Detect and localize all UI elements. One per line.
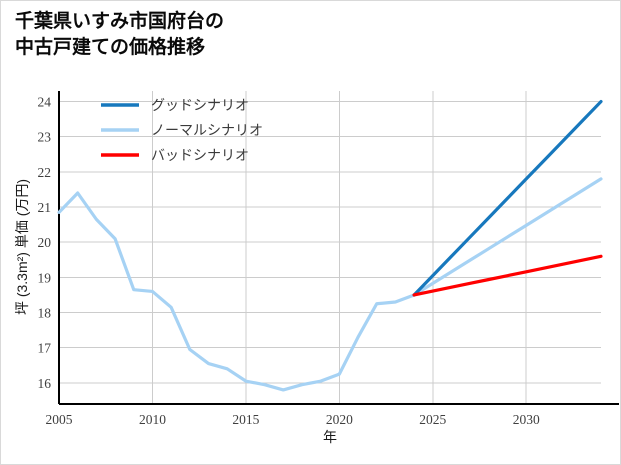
legend-label-2: バッドシナリオ (151, 149, 249, 164)
series-line-ノーマルシナリオ (57, 177, 603, 392)
y-tick-label: 17 (38, 341, 52, 356)
x-tick-label: 2005 (46, 412, 73, 427)
page-title: 千葉県いすみ市国府台の 中古戸建ての価格推移 (15, 11, 225, 58)
series-line-バッドシナリオ (412, 254, 603, 297)
y-axis-tick-labels: 16 17 18 19 20 21 22 23 24 (38, 95, 52, 391)
x-tick-label: 2025 (419, 412, 446, 427)
y-tick-label: 21 (38, 200, 52, 215)
y-tick-label: 22 (38, 165, 52, 180)
series-line-グッドシナリオ (412, 99, 603, 297)
x-tick-label: 2015 (232, 412, 259, 427)
y-tick-label: 16 (38, 376, 52, 391)
data-series (57, 99, 603, 392)
y-tick-label: 20 (38, 235, 52, 250)
y-tick-label: 24 (38, 95, 52, 110)
y-axis-title: 坪 (3.3m²) 単価 (万円) (14, 179, 30, 315)
x-tick-label: 2010 (139, 412, 166, 427)
x-tick-label: 2020 (326, 412, 353, 427)
y-tick-label: 19 (38, 270, 52, 285)
x-axis-title: 年 (323, 429, 337, 445)
x-axis-tick-labels: 2005 2010 2015 2020 2025 2030 (46, 412, 540, 427)
axis-spines (57, 91, 619, 406)
y-tick-label: 23 (38, 130, 52, 145)
legend-label-0: グッドシナリオ (151, 98, 249, 114)
x-tick-label: 2030 (513, 412, 540, 427)
legend-label-1: ノーマルシナリオ (151, 124, 263, 139)
gridlines (58, 91, 601, 404)
y-tick-label: 18 (38, 306, 52, 321)
